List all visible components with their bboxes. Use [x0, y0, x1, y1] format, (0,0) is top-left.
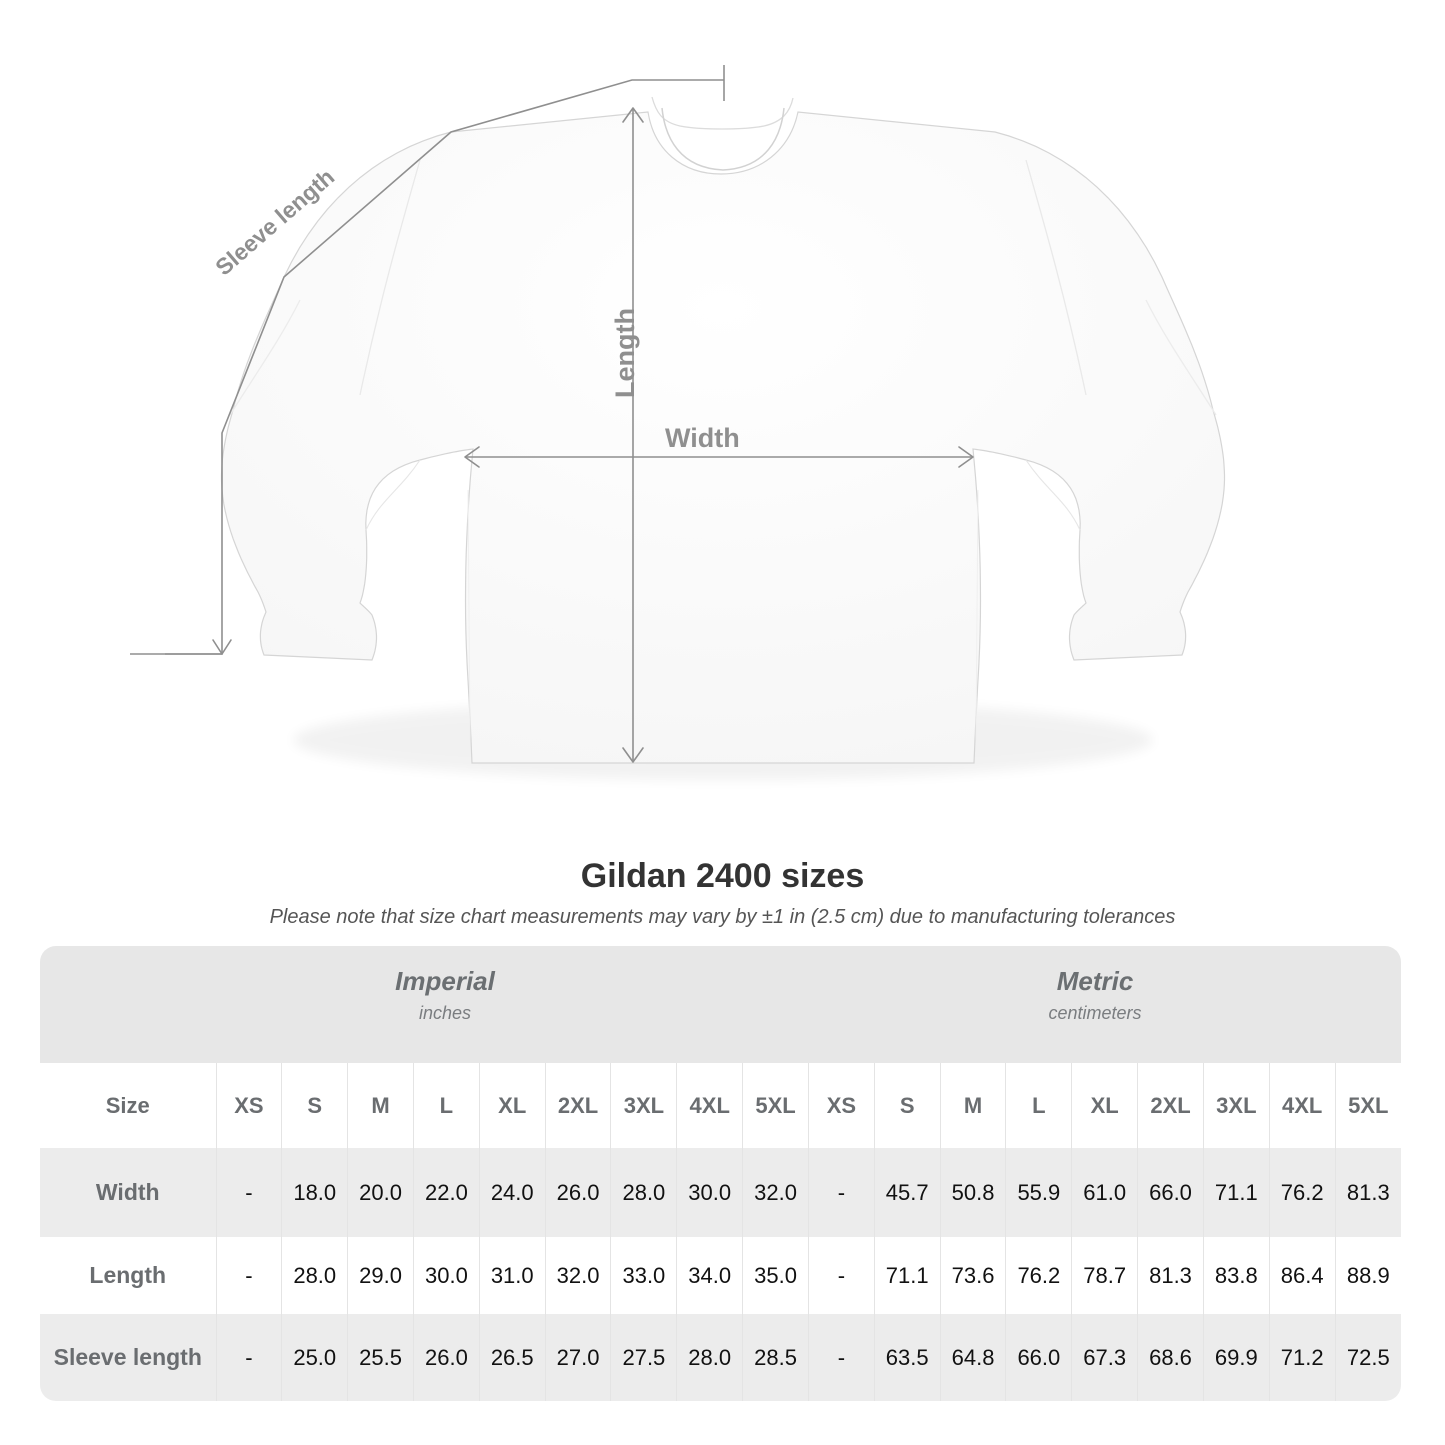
svg-text:Length: Length: [610, 308, 640, 398]
svg-text:Width: Width: [665, 423, 740, 453]
